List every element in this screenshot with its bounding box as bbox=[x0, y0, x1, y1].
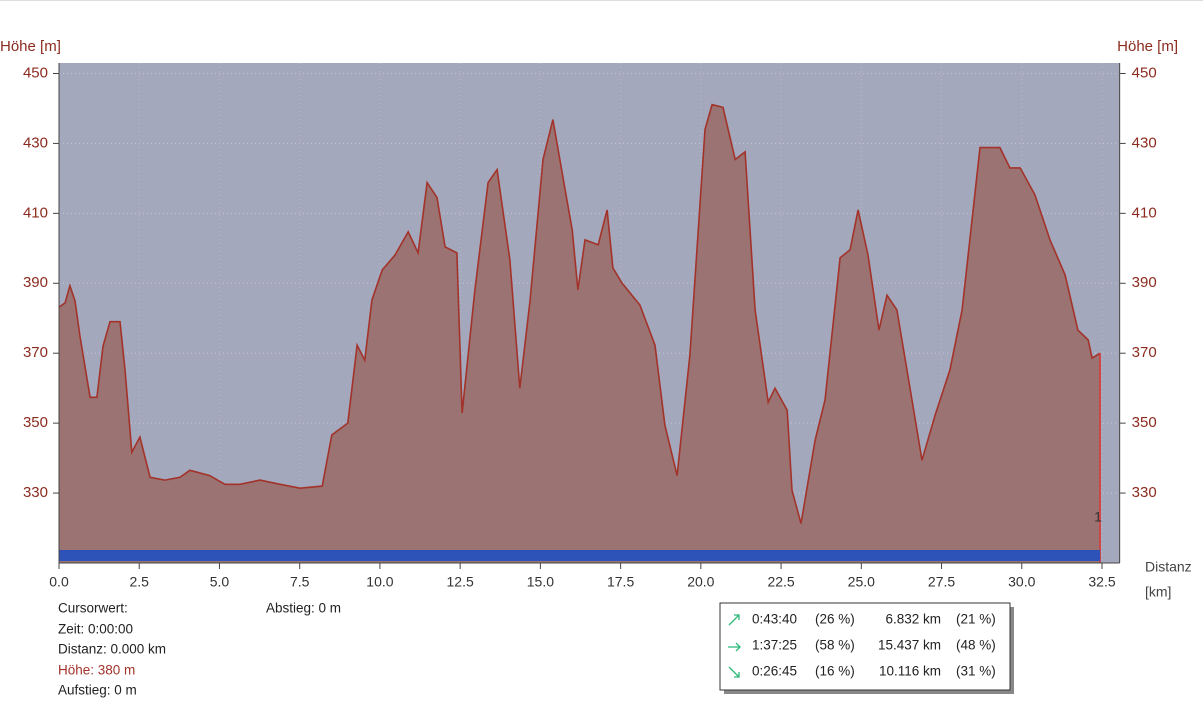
stat-time-pct: (26 %) bbox=[815, 612, 855, 627]
icon-down bbox=[728, 666, 740, 678]
stat-distance-pct: (31 %) bbox=[956, 664, 996, 679]
x-axis-label: Distanz bbox=[1145, 559, 1192, 575]
x-tick-label: 25.0 bbox=[848, 574, 875, 590]
stat-distance: 6.832 km bbox=[885, 612, 941, 627]
y2-tick-label: 370 bbox=[1132, 344, 1157, 361]
x-tick-label: 15.0 bbox=[527, 574, 554, 590]
marker-label: 1 bbox=[1094, 509, 1102, 525]
stat-time: 0:26:45 bbox=[752, 664, 797, 679]
x-tick-label: 30.0 bbox=[1008, 574, 1035, 590]
stat-distance-pct: (48 %) bbox=[956, 638, 996, 653]
icon-flat bbox=[728, 642, 741, 652]
stat-time-pct: (16 %) bbox=[815, 664, 855, 679]
x-tick-label: 0.0 bbox=[49, 574, 69, 590]
stat-time: 1:37:25 bbox=[752, 638, 797, 653]
y-tick-label: 430 bbox=[23, 134, 48, 151]
x-tick-label: 20.0 bbox=[687, 574, 714, 590]
y2-tick-label: 330 bbox=[1132, 484, 1157, 501]
track-bar bbox=[59, 550, 1101, 561]
y2-tick-label: 450 bbox=[1132, 64, 1157, 81]
y2-axis-label: Höhe [m] bbox=[1117, 38, 1178, 55]
stat-distance: 10.116 km bbox=[879, 664, 941, 679]
x-tick-label: 7.5 bbox=[290, 574, 310, 590]
elevation-line bbox=[58, 103, 1101, 524]
x-tick-label: 17.5 bbox=[607, 574, 634, 590]
stat-distance-pct: (21 %) bbox=[956, 612, 996, 627]
x-tick-label: 5.0 bbox=[210, 574, 230, 590]
y2-tick-label: 390 bbox=[1132, 274, 1157, 291]
cursor-ascent: Aufstieg: 0 m bbox=[58, 683, 137, 698]
x-tick-label: 2.5 bbox=[129, 574, 149, 590]
y2-tick-label: 410 bbox=[1132, 204, 1157, 221]
y-tick-label: 330 bbox=[23, 484, 48, 501]
x-tick-label: 32.5 bbox=[1088, 574, 1115, 590]
elevation-area bbox=[59, 104, 1101, 563]
cursor-panel: Cursorwert: Zeit: 0:00:00 Distanz: 0.000… bbox=[58, 601, 341, 698]
x-tick-label: 22.5 bbox=[767, 574, 794, 590]
stats-box: 0:43:40 (26 %) 6.832 km (21 %) 1:37:25 (58 %)… bbox=[719, 602, 1014, 694]
stats-frame bbox=[719, 602, 1011, 691]
y-tick-label: 450 bbox=[23, 64, 48, 81]
y-tick-label: 410 bbox=[23, 204, 48, 221]
x-tick-label: 12.5 bbox=[447, 574, 474, 590]
y-tick-label: 350 bbox=[23, 414, 48, 431]
y-tick-label: 370 bbox=[23, 344, 48, 361]
y2-tick-label: 430 bbox=[1132, 134, 1157, 151]
cursor-descent: Abstieg: 0 m bbox=[266, 601, 341, 616]
stats-icons bbox=[728, 614, 741, 678]
stat-time-pct: (58 %) bbox=[815, 638, 855, 653]
stats-rows: 0:43:40 (26 %) 6.832 km (21 %) 1:37:25 (58 %)… bbox=[752, 612, 996, 679]
cursor-distance: Distanz: 0.000 km bbox=[58, 642, 166, 657]
cursor-time: Zeit: 0:00:00 bbox=[58, 622, 133, 637]
y-tick-label: 390 bbox=[23, 274, 48, 291]
x-tick-label: 27.5 bbox=[928, 574, 955, 590]
y-axis-label: Höhe [m] bbox=[0, 38, 61, 55]
stat-distance: 15.437 km bbox=[878, 638, 941, 653]
icon-up bbox=[728, 614, 740, 626]
y2-tick-label: 350 bbox=[1132, 414, 1157, 431]
x-axis-unit: [km] bbox=[1145, 584, 1171, 600]
x-tick-label: 10.0 bbox=[366, 574, 393, 590]
cursor-height: Höhe: 380 m bbox=[58, 663, 135, 678]
plot: 330 330 350 350 370 370 390 390 410 410 430 430 450 4… bbox=[23, 63, 1157, 590]
cursor-title: Cursorwert: bbox=[58, 601, 128, 616]
stat-time: 0:43:40 bbox=[752, 612, 797, 627]
